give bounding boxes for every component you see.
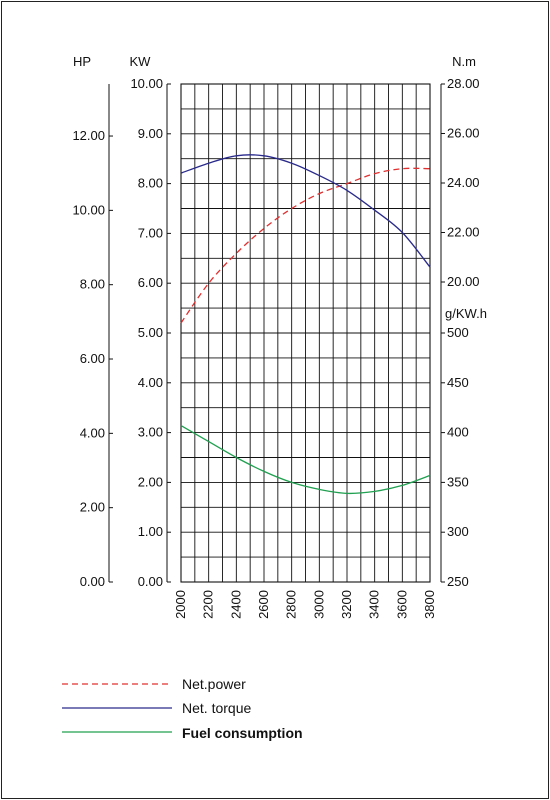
- kw-tick-label: 1.00: [138, 524, 163, 539]
- nm-tick-label: 20.00: [447, 274, 480, 289]
- hp-tick-label: 6.00: [80, 351, 105, 366]
- hp-tick-label: 2.00: [80, 500, 105, 515]
- legend-label-net-torque: Net. torque: [182, 700, 251, 716]
- hp-tick-label: 10.00: [72, 202, 105, 217]
- hp-tick-label: 8.00: [80, 277, 105, 292]
- kw-tick-label: 9.00: [138, 126, 163, 141]
- gkwh-tick-label: 400: [447, 425, 469, 440]
- kw-tick-label: 6.00: [138, 275, 163, 290]
- hp-axis-label: HP: [73, 54, 91, 69]
- rpm-tick-label: 3000: [311, 590, 326, 619]
- legend-label-fuel-consumption: Fuel consumption: [182, 725, 303, 741]
- plot-border: [180, 83, 431, 583]
- kw-tick-label: 0.00: [138, 574, 163, 589]
- kw-tick-label: 5.00: [138, 325, 163, 340]
- kw-tick-label: 7.00: [138, 225, 163, 240]
- kw-tick-label: 4.00: [138, 375, 163, 390]
- hp-tick-label: 4.00: [80, 425, 105, 440]
- rpm-tick-label: 3400: [367, 590, 382, 619]
- kw-tick-label: 8.00: [138, 176, 163, 191]
- series-line-fuel-consumption: [180, 425, 431, 495]
- gkwh-tick-label: 350: [447, 474, 469, 489]
- gkwh-tick-label: 450: [447, 375, 469, 390]
- nm-tick-label: 22.00: [447, 225, 480, 240]
- nm-axis-label: N.m: [452, 54, 476, 69]
- legend-label-net-power: Net.power: [182, 676, 246, 692]
- rpm-tick-label: 2200: [201, 590, 216, 619]
- rpm-tick-label: 2400: [228, 590, 243, 619]
- rpm-tick-label: 2000: [173, 590, 188, 619]
- series-line-net-torque: [180, 154, 431, 268]
- hp-tick-label: 12.00: [72, 128, 105, 143]
- series-lines: [180, 154, 431, 495]
- nm-tick-label: 24.00: [447, 175, 480, 190]
- gkwh-axis-label: g/KW.h: [445, 306, 487, 321]
- rpm-tick-label: 3800: [422, 590, 437, 619]
- nm-tick-label: 28.00: [447, 76, 480, 91]
- kw-tick-label: 10.00: [130, 76, 163, 91]
- rpm-tick-label: 3200: [339, 590, 354, 619]
- gkwh-tick-label: 250: [447, 574, 469, 589]
- gkwh-tick-label: 300: [447, 524, 469, 539]
- kw-tick-label: 3.00: [138, 425, 163, 440]
- series-line-net-power: [180, 167, 431, 324]
- legend: Net.power Net. torque Fuel consumption: [62, 676, 303, 741]
- hp-tick-label: 0.00: [80, 574, 105, 589]
- rpm-tick-label: 2600: [256, 590, 271, 619]
- kw-axis-label: KW: [130, 54, 152, 69]
- rpm-tick-label: 3600: [394, 590, 409, 619]
- nm-tick-label: 26.00: [447, 126, 480, 141]
- kw-tick-label: 2.00: [138, 474, 163, 489]
- plot-grid: [180, 83, 431, 583]
- gkwh-tick-label: 500: [447, 325, 469, 340]
- rpm-tick-label: 2800: [284, 590, 299, 619]
- axes: 0.00 1.00 2.00 3.00 4.00 5.00 6.00 7.00 8.00 9.00…: [72, 76, 479, 619]
